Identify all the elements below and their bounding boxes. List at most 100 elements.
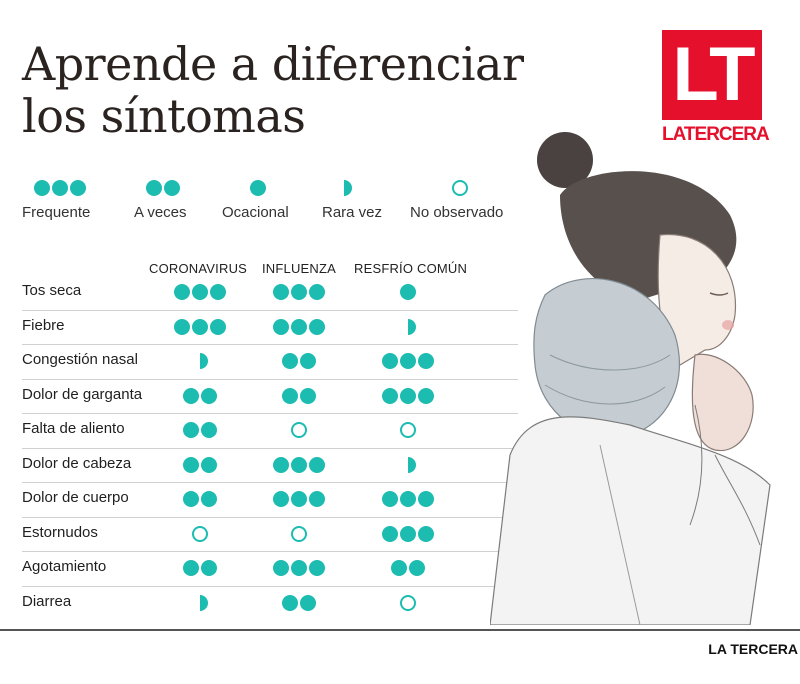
table-row: Agotamiento bbox=[22, 552, 518, 587]
filled-dot-icon bbox=[192, 318, 208, 335]
filled-dot-icon bbox=[309, 318, 325, 335]
page-title: Aprende a diferenciar los síntomas bbox=[22, 38, 524, 142]
frequency-cell bbox=[269, 456, 329, 475]
filled-dot-icon bbox=[210, 318, 226, 335]
frequency-cell bbox=[269, 594, 329, 613]
legend-dots bbox=[134, 180, 187, 200]
symptom-label: Dolor de cabeza bbox=[22, 454, 132, 472]
filled-dot-icon bbox=[34, 180, 50, 196]
frequency-cell bbox=[378, 422, 438, 440]
filled-dot-icon bbox=[273, 456, 289, 473]
filled-dot-icon bbox=[409, 560, 425, 576]
filled-dot-icon bbox=[183, 387, 199, 404]
frequency-cell bbox=[269, 353, 329, 371]
filled-dot-icon bbox=[309, 284, 325, 300]
symptom-label: Tos seca bbox=[22, 282, 82, 299]
filled-dot-icon bbox=[400, 284, 416, 300]
column-header-coronavirus: CORONAVIRUS bbox=[149, 261, 248, 276]
filled-dot-icon bbox=[164, 180, 180, 196]
symptom-table: Tos seca Fiebre Congestión nasal Dolor de g… bbox=[22, 276, 518, 620]
filled-dot-icon bbox=[300, 594, 316, 611]
frequency-cell bbox=[170, 422, 230, 440]
legend-label: Rara vez bbox=[322, 204, 383, 221]
symptom-label: Estornudos bbox=[22, 523, 98, 541]
legend-dots bbox=[222, 180, 289, 200]
filled-dot-icon bbox=[282, 594, 298, 611]
logo-wordmark: LATERCERA bbox=[662, 124, 770, 145]
filled-dot-icon bbox=[400, 491, 416, 507]
filled-dot-icon bbox=[282, 353, 298, 369]
filled-dot-icon bbox=[382, 353, 398, 369]
filled-dot-icon bbox=[400, 525, 416, 542]
frequency-legend: Frequente A veces Ocacional Rara vez No obse… bbox=[22, 180, 542, 230]
hair-bun-icon bbox=[537, 132, 593, 188]
frequency-cell bbox=[170, 456, 230, 475]
filled-dot-icon bbox=[291, 318, 307, 335]
symptom-label: Diarrea bbox=[22, 592, 72, 610]
frequency-cell bbox=[170, 318, 230, 337]
la-tercera-logo[interactable]: LT LATERCERA bbox=[662, 30, 770, 146]
empty-dot-icon bbox=[400, 594, 416, 611]
filled-dot-icon bbox=[183, 456, 199, 473]
footer-credit: LA TERCERA bbox=[708, 641, 798, 657]
filled-dot-icon bbox=[418, 491, 434, 507]
filled-dot-icon bbox=[192, 284, 208, 300]
filled-dot-icon bbox=[273, 491, 289, 507]
table-row: Diarrea bbox=[22, 587, 518, 621]
filled-dot-icon bbox=[418, 525, 434, 542]
half-dot-icon bbox=[200, 594, 208, 611]
filled-dot-icon bbox=[174, 284, 190, 300]
frequency-cell bbox=[170, 387, 230, 406]
table-row: Congestión nasal bbox=[22, 345, 518, 380]
legend-dots bbox=[322, 180, 382, 200]
empty-dot-icon bbox=[291, 422, 307, 438]
legend-item: A veces bbox=[134, 180, 187, 221]
filled-dot-icon bbox=[291, 491, 307, 507]
symptom-label: Agotamiento bbox=[22, 558, 107, 575]
half-dot-icon bbox=[408, 318, 416, 335]
frequency-cell bbox=[378, 284, 438, 302]
empty-dot-icon bbox=[452, 180, 468, 196]
symptom-label: Congestión nasal bbox=[22, 351, 138, 368]
filled-dot-icon bbox=[201, 387, 217, 404]
symptom-label: Fiebre bbox=[22, 316, 65, 334]
woman-coughing-illustration bbox=[490, 132, 771, 625]
column-header-influenza: INFLUENZA bbox=[262, 261, 337, 276]
table-row: Dolor de cabeza bbox=[22, 449, 518, 483]
frequency-cell bbox=[269, 560, 329, 578]
frequency-cell bbox=[378, 525, 438, 544]
table-row: Dolor de cuerpo bbox=[22, 483, 518, 518]
filled-dot-icon bbox=[201, 560, 217, 576]
frequency-cell bbox=[269, 387, 329, 406]
legend-label: No observado bbox=[410, 204, 504, 221]
filled-dot-icon bbox=[183, 491, 199, 507]
frequency-cell bbox=[269, 318, 329, 337]
filled-dot-icon bbox=[391, 560, 407, 576]
frequency-cell bbox=[269, 525, 329, 544]
frequency-cell bbox=[378, 560, 438, 578]
logo-letters: LT bbox=[662, 30, 762, 120]
frequency-cell bbox=[378, 594, 438, 613]
legend-item: Ocacional bbox=[222, 180, 289, 221]
filled-dot-icon bbox=[382, 491, 398, 507]
empty-dot-icon bbox=[291, 525, 307, 542]
filled-dot-icon bbox=[282, 387, 298, 404]
table-row: Dolor de garganta bbox=[22, 380, 518, 414]
half-dot-icon bbox=[344, 180, 352, 196]
filled-dot-icon bbox=[146, 180, 162, 196]
filled-dot-icon bbox=[309, 456, 325, 473]
filled-dot-icon bbox=[291, 456, 307, 473]
legend-dots bbox=[410, 180, 503, 200]
symptom-label: Dolor de cuerpo bbox=[22, 489, 129, 506]
filled-dot-icon bbox=[52, 180, 68, 196]
legend-label: A veces bbox=[134, 204, 187, 221]
frequency-cell bbox=[269, 491, 329, 509]
filled-dot-icon bbox=[382, 387, 398, 404]
filled-dot-icon bbox=[300, 353, 316, 369]
table-row: Fiebre bbox=[22, 311, 518, 345]
frequency-cell bbox=[378, 353, 438, 371]
filled-dot-icon bbox=[382, 525, 398, 542]
symptom-label: Falta de aliento bbox=[22, 420, 125, 437]
frequency-cell bbox=[170, 594, 230, 613]
filled-dot-icon bbox=[291, 284, 307, 300]
